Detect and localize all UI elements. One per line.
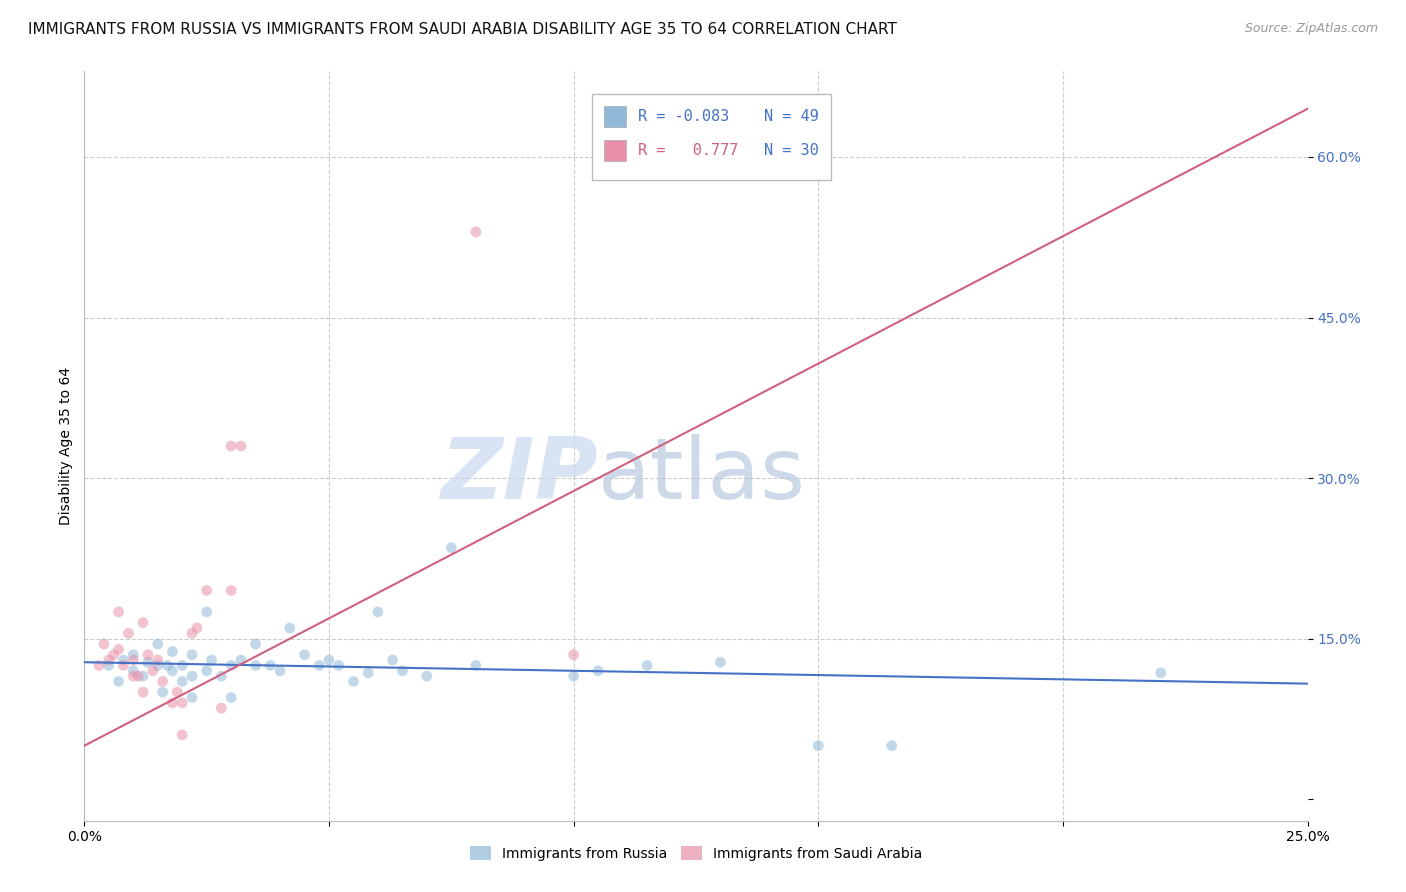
- Legend: Immigrants from Russia, Immigrants from Saudi Arabia: Immigrants from Russia, Immigrants from …: [464, 840, 928, 866]
- Point: [259, 658, 281, 673]
- Point: [464, 658, 486, 673]
- Point: [132, 669, 155, 683]
- Point: [142, 664, 165, 678]
- Point: [146, 653, 169, 667]
- Text: Source: ZipAtlas.com: Source: ZipAtlas.com: [1244, 22, 1378, 36]
- Point: [127, 669, 149, 683]
- Point: [440, 541, 463, 555]
- Point: [152, 674, 174, 689]
- Point: [219, 690, 242, 705]
- Point: [245, 658, 267, 673]
- Bar: [605, 139, 626, 161]
- Point: [880, 739, 903, 753]
- Point: [229, 653, 252, 667]
- Point: [195, 605, 218, 619]
- Point: [136, 648, 159, 662]
- Point: [122, 653, 145, 667]
- Point: [200, 653, 222, 667]
- Point: [318, 653, 340, 667]
- Point: [172, 696, 194, 710]
- Point: [162, 644, 184, 658]
- Point: [156, 658, 179, 673]
- Point: [464, 225, 486, 239]
- Text: atlas: atlas: [598, 434, 806, 517]
- Point: [152, 685, 174, 699]
- Y-axis label: Disability Age 35 to 64: Disability Age 35 to 64: [59, 367, 73, 525]
- Point: [562, 648, 585, 662]
- Point: [181, 626, 204, 640]
- Point: [146, 637, 169, 651]
- Point: [181, 648, 204, 662]
- Point: [562, 669, 585, 683]
- Point: [181, 690, 204, 705]
- Point: [107, 605, 129, 619]
- Point: [172, 658, 194, 673]
- Point: [1150, 665, 1173, 680]
- Point: [136, 655, 159, 669]
- Point: [294, 648, 316, 662]
- Point: [209, 669, 232, 683]
- Point: [103, 648, 125, 662]
- Point: [219, 583, 242, 598]
- Point: [229, 439, 252, 453]
- Point: [87, 658, 110, 673]
- Point: [107, 642, 129, 657]
- Point: [278, 621, 301, 635]
- Point: [219, 658, 242, 673]
- Point: [245, 637, 267, 651]
- Point: [195, 583, 218, 598]
- Point: [391, 664, 413, 678]
- Point: [122, 648, 145, 662]
- Point: [172, 674, 194, 689]
- Text: R =   0.777: R = 0.777: [638, 143, 740, 158]
- Point: [636, 658, 658, 673]
- Point: [122, 664, 145, 678]
- Point: [132, 685, 155, 699]
- Point: [181, 669, 204, 683]
- Point: [367, 605, 389, 619]
- Point: [709, 655, 731, 669]
- Point: [122, 669, 145, 683]
- Point: [807, 739, 830, 753]
- Point: [328, 658, 350, 673]
- Point: [416, 669, 439, 683]
- Text: N = 49: N = 49: [763, 109, 818, 124]
- Text: R = -0.083: R = -0.083: [638, 109, 730, 124]
- Point: [308, 658, 330, 673]
- Point: [195, 664, 218, 678]
- Point: [162, 696, 184, 710]
- Point: [186, 621, 208, 635]
- Text: ZIP: ZIP: [440, 434, 598, 517]
- Point: [209, 701, 232, 715]
- Point: [132, 615, 155, 630]
- Point: [586, 664, 609, 678]
- Point: [107, 674, 129, 689]
- Point: [97, 653, 120, 667]
- Point: [97, 658, 120, 673]
- Point: [112, 653, 135, 667]
- Point: [112, 658, 135, 673]
- Text: N = 30: N = 30: [763, 143, 818, 158]
- Point: [381, 653, 404, 667]
- Bar: [605, 106, 626, 127]
- FancyBboxPatch shape: [592, 94, 831, 180]
- Text: IMMIGRANTS FROM RUSSIA VS IMMIGRANTS FROM SAUDI ARABIA DISABILITY AGE 35 TO 64 C: IMMIGRANTS FROM RUSSIA VS IMMIGRANTS FRO…: [28, 22, 897, 37]
- Point: [162, 664, 184, 678]
- Point: [146, 658, 169, 673]
- Point: [357, 665, 380, 680]
- Point: [172, 728, 194, 742]
- Point: [93, 637, 115, 651]
- Point: [117, 626, 139, 640]
- Point: [166, 685, 188, 699]
- Point: [269, 664, 291, 678]
- Point: [342, 674, 364, 689]
- Point: [219, 439, 242, 453]
